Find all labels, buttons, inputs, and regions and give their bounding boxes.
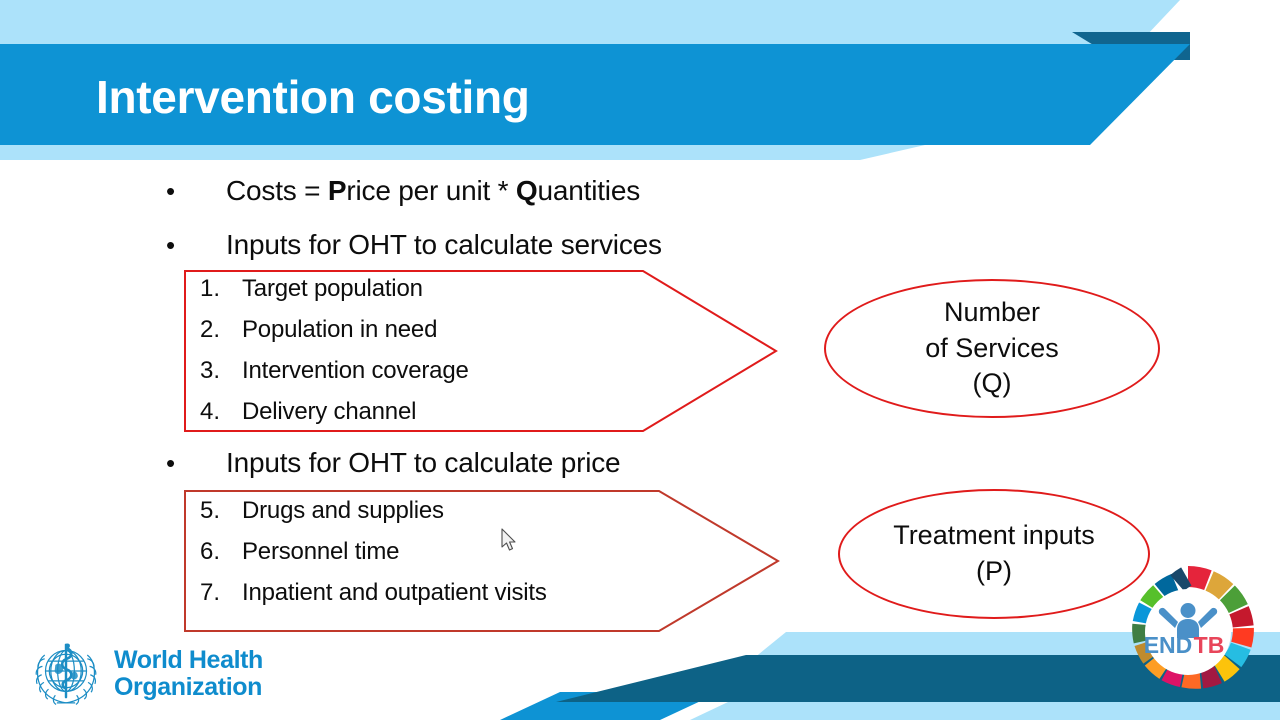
ellipse-services-line2: of Services bbox=[925, 332, 1059, 363]
list-item-number: 4. bbox=[200, 398, 221, 425]
endtb-end-text: END bbox=[1144, 632, 1193, 658]
footer-banner-decoration bbox=[500, 632, 1280, 720]
list-item: 1. Target population bbox=[184, 277, 780, 318]
list-item-label: Drugs and supplies bbox=[242, 497, 444, 524]
bullet-inputs-price: • Inputs for OHT to calculate price bbox=[166, 447, 621, 478]
who-logo: World Health Organization bbox=[28, 636, 263, 712]
ellipse-treatment-inputs: Treatment inputs (P) bbox=[838, 489, 1150, 619]
costs-bold-q: Q bbox=[515, 175, 538, 206]
costs-prefix: Costs = bbox=[226, 175, 328, 206]
arrow-shape-services bbox=[184, 270, 778, 432]
person-figure-icon bbox=[1158, 603, 1218, 638]
mouse-pointer-icon bbox=[501, 528, 516, 551]
list-item-number: 2. bbox=[200, 316, 221, 343]
bullet-inputs-services-text: Inputs for OHT to calculate services bbox=[226, 229, 662, 260]
header-light-band-bottom bbox=[0, 145, 925, 160]
list-item: 6. Personnel time bbox=[184, 540, 782, 581]
footer-light-band-lower bbox=[690, 702, 1280, 720]
arrow-callout-price: 5. Drugs and supplies 6. Personnel time … bbox=[184, 490, 782, 632]
list-item-number: 3. bbox=[200, 357, 221, 384]
who-logo-text: World Health Organization bbox=[114, 647, 263, 701]
ellipse-number-of-services: Number of Services (Q) bbox=[824, 279, 1160, 418]
arrow-shape-price bbox=[184, 490, 780, 632]
list-item-label: Inpatient and outpatient visits bbox=[242, 579, 547, 606]
footer-dark-band bbox=[556, 655, 1280, 702]
bullet-marker-icon: • bbox=[166, 176, 176, 206]
who-emblem-icon bbox=[35, 643, 97, 705]
list-item-number: 6. bbox=[200, 538, 221, 565]
list-item-number: 5. bbox=[200, 497, 221, 524]
ellipse-services-line1: Number bbox=[943, 297, 1041, 328]
bullet-marker-icon: • bbox=[166, 230, 176, 260]
list-item: 5. Drugs and supplies bbox=[184, 499, 782, 540]
list-item-label: Personnel time bbox=[242, 538, 400, 565]
arrow-list-services: 1. Target population 2. Population in ne… bbox=[184, 277, 780, 441]
who-logo-line1: World Health bbox=[114, 646, 263, 674]
list-item-label: Delivery channel bbox=[242, 398, 417, 425]
list-item-number: 7. bbox=[200, 579, 221, 606]
arrow-list-price: 5. Drugs and supplies 6. Personnel time … bbox=[184, 499, 782, 622]
bullet-inputs-price-text: Inputs for OHT to calculate price bbox=[226, 447, 621, 478]
bullet-marker-icon: • bbox=[166, 448, 176, 478]
costs-mid: rice per unit * bbox=[346, 175, 516, 206]
list-item-label: Population in need bbox=[242, 316, 438, 343]
ellipse-price-line2: (P) bbox=[976, 556, 1012, 586]
list-item-number: 1. bbox=[200, 275, 221, 302]
list-item: 2. Population in need bbox=[184, 318, 780, 359]
slide-title: Intervention costing bbox=[96, 71, 530, 123]
costs-bold-p: P bbox=[327, 175, 347, 206]
list-item: 3. Intervention coverage bbox=[184, 359, 780, 400]
header-banner-decoration bbox=[0, 0, 1190, 160]
endtb-tb-text: TB bbox=[1194, 632, 1225, 658]
arrow-outline-price bbox=[184, 490, 780, 632]
bullet-inputs-services: • Inputs for OHT to calculate services bbox=[166, 231, 662, 259]
ellipse-price-line1: Treatment inputs bbox=[893, 520, 1095, 551]
bullet-costs-formula-text: Costs = Price per unit * Quantities bbox=[226, 177, 640, 205]
bullet-costs-formula: • Costs = Price per unit * Quantities bbox=[166, 177, 640, 205]
arrow-callout-services: 1. Target population 2. Population in ne… bbox=[184, 270, 780, 432]
costs-suffix: uantities bbox=[537, 175, 641, 206]
list-item: 4. Delivery channel bbox=[184, 400, 780, 441]
endtb-logo: END TB bbox=[1120, 564, 1256, 700]
arrow-outline-services bbox=[184, 270, 778, 432]
list-item: 7. Inpatient and outpatient visits bbox=[184, 581, 782, 622]
ellipse-services-line3: (Q) bbox=[972, 368, 1012, 399]
list-item-label: Target population bbox=[242, 275, 423, 302]
sdg-wheel-icon: END TB bbox=[1132, 566, 1254, 689]
list-item-label: Intervention coverage bbox=[242, 357, 469, 384]
who-logo-line2: Organization bbox=[114, 673, 262, 701]
header-main-banner bbox=[0, 44, 1190, 145]
